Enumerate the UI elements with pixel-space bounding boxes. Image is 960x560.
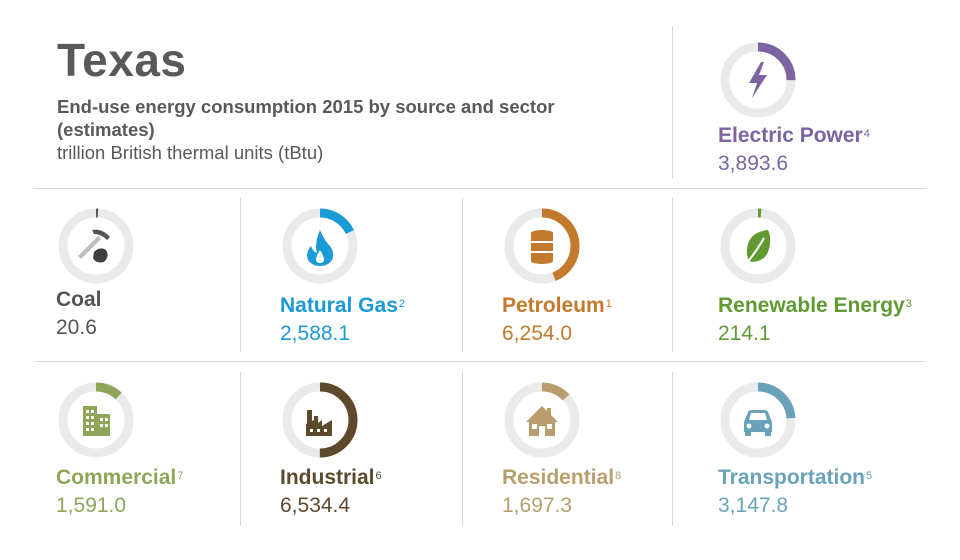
tile-value: 3,147.8 [718, 494, 789, 517]
footnote-mark: 3 [905, 298, 912, 310]
ring-share-arc [282, 382, 358, 458]
tile-value: 1,591.0 [56, 494, 127, 517]
footnote-mark: 1 [605, 298, 612, 310]
footnote-mark: 2 [398, 298, 406, 310]
footnote-mark: 4 [863, 128, 870, 140]
tile-label: Petroleum [502, 294, 605, 317]
oil-barrel-icon [531, 230, 553, 264]
ring-share-arc [720, 42, 796, 118]
share-ring [58, 382, 134, 458]
divider [672, 26, 673, 178]
divider [34, 361, 926, 362]
tile-value: 214.1 [718, 322, 771, 345]
share-ring [504, 382, 580, 458]
share-ring [720, 382, 796, 458]
tile-value: 3,893.6 [718, 152, 789, 175]
footnote-mark: 7 [177, 470, 184, 482]
share-ring [504, 208, 580, 284]
ring-share-arc [282, 208, 358, 284]
pickaxe-coal-icon [78, 229, 110, 263]
ring-share-arc [720, 382, 796, 458]
tile-commercial: Commercial7 1,591.0 [56, 380, 236, 520]
ring-share-arc [720, 208, 796, 284]
tile-value: 1,697.3 [502, 494, 573, 517]
house-icon [526, 406, 558, 436]
footnote-mark: 5 [866, 470, 873, 482]
ring-share-arc [58, 208, 134, 284]
tile-label: Residential [502, 466, 615, 489]
page-title: Texas [57, 34, 187, 86]
tile-label: Coal [56, 288, 102, 311]
tile-residential: Residential8 1,697.3 [502, 380, 672, 520]
ring-share-arc [504, 208, 580, 284]
tile-value: 6,254.0 [502, 322, 573, 345]
tile-coal: Coal 20.6 [56, 206, 236, 346]
divider [240, 198, 241, 352]
share-ring [282, 382, 358, 458]
share-ring [720, 42, 796, 118]
car-icon [744, 410, 772, 436]
flame-icon [307, 230, 334, 266]
ring-share-arc [504, 382, 580, 458]
tile-value: 2,588.1 [280, 322, 351, 345]
share-ring [58, 208, 134, 284]
lightning-bolt-icon [749, 62, 767, 98]
tile-electric-power: Electric Power4 3,893.6 [718, 40, 938, 180]
subtitle: End-use energy consumption 2015 by sourc… [57, 96, 555, 140]
tile-label: Natural Gas [280, 294, 398, 317]
ring-share-arc [58, 382, 134, 458]
tile-label: Transportation [718, 466, 866, 489]
tile-petroleum: Petroleum1 6,254.0 [502, 206, 672, 346]
tile-natural-gas: Natural Gas2 2,588.1 [280, 206, 460, 346]
divider [34, 188, 926, 189]
leaf-icon [745, 230, 771, 265]
footnote-mark: 6 [375, 470, 382, 482]
footnote-mark: 8 [615, 470, 622, 482]
tile-value: 6,534.4 [280, 494, 351, 517]
divider [462, 372, 463, 526]
divider [672, 198, 673, 352]
share-ring [282, 208, 358, 284]
factory-icon [306, 410, 332, 436]
tile-label: Electric Power [718, 124, 863, 147]
divider [672, 372, 673, 526]
tile-transportation: Transportation5 3,147.8 [718, 380, 938, 520]
tile-label: Renewable Energy [718, 294, 905, 317]
divider [240, 372, 241, 526]
tile-label: Industrial [280, 466, 375, 489]
office-building-icon [83, 406, 110, 436]
tile-value: 20.6 [56, 316, 97, 339]
tile-renewable-energy: Renewable Energy3 214.1 [718, 206, 950, 346]
divider [462, 198, 463, 352]
tile-industrial: Industrial6 6,534.4 [280, 380, 460, 520]
header: Texas End-use energy consumption 2015 by… [57, 34, 617, 164]
share-ring [720, 208, 796, 284]
tile-label: Commercial [56, 466, 177, 489]
units-label: trillion British thermal units (tBtu) [57, 142, 324, 163]
